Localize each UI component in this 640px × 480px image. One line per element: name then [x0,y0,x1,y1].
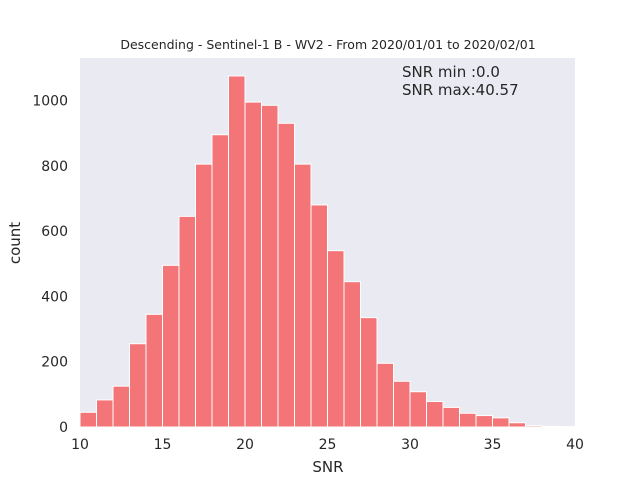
x-tick-label: 15 [154,437,172,453]
histogram-bar [145,313,163,428]
histogram-bar [112,385,130,428]
histogram-bar [79,411,97,428]
histogram-bar [442,406,460,428]
x-tick-label: 40 [566,437,584,453]
histogram-bar [277,122,295,428]
histogram-bar [360,317,378,428]
histogram-bar [261,104,279,428]
chart-title: Descending - Sentinel-1 B - WV2 - From 2… [120,37,535,52]
histogram-bar [195,163,213,428]
y-tick-label: 0 [59,420,68,436]
histogram-bar [525,425,543,428]
histogram-bar [162,264,180,428]
snr-max-annotation: SNR max:40.57 [402,81,519,99]
y-tick-label: 800 [41,159,68,175]
y-tick-label: 600 [41,224,68,240]
histogram-bar [178,215,196,428]
bars-group [79,75,576,428]
y-tick-label: 200 [41,355,68,371]
histogram-bar [376,362,394,428]
x-tick-label: 35 [484,437,502,453]
histogram-bar [409,391,427,428]
histogram-bar [96,399,114,428]
histogram-bar [508,422,526,428]
y-tick-label: 400 [41,289,68,305]
histogram-bar [228,75,246,428]
histogram-bar [459,412,477,428]
histogram-bar [343,281,361,428]
histogram-bar [426,401,444,428]
histogram-bar [294,163,312,428]
x-axis-label: SNR [312,458,343,476]
histogram-bar [310,204,328,428]
histogram-bar [475,415,493,428]
y-tick-labels: 0 200 400 600 800 1000 [32,93,68,436]
histogram-bar [393,380,411,428]
x-tick-label: 20 [236,437,254,453]
x-tick-labels: 10 15 20 25 30 35 40 [71,437,584,453]
histogram-bar [211,134,229,428]
histogram-bar [129,343,147,428]
y-tick-label: 1000 [32,93,68,109]
histogram-bar [244,101,262,428]
histogram-bar [327,250,345,428]
x-tick-label: 30 [401,437,419,453]
snr-min-annotation: SNR min :0.0 [402,63,500,81]
x-tick-label: 10 [71,437,89,453]
histogram-bar [541,425,559,428]
histogram-bar [492,417,510,428]
x-tick-label: 25 [319,437,337,453]
y-axis-label: count [6,222,24,264]
